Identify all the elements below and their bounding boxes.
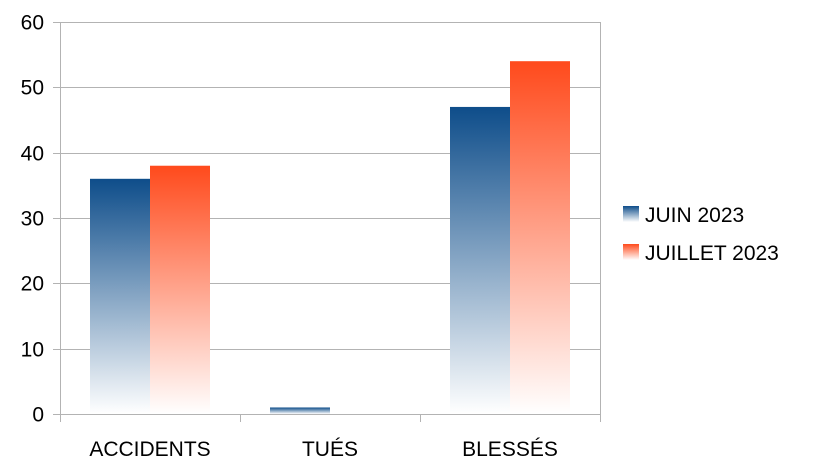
x-tick-label: TUÉS bbox=[302, 438, 358, 460]
bar-juin-0 bbox=[90, 178, 150, 414]
legend-swatch-juin bbox=[623, 206, 639, 222]
y-tick-label: 40 bbox=[21, 143, 44, 166]
y-tick-label: 10 bbox=[21, 339, 44, 362]
legend-swatch-juillet bbox=[623, 244, 639, 260]
x-tick-label: BLESSÉS bbox=[462, 438, 558, 460]
y-tick-labels: 0 10 20 30 40 50 60 bbox=[21, 12, 44, 427]
y-tick-label: 50 bbox=[21, 77, 44, 100]
x-tick-labels: ACCIDENTS TUÉS BLESSÉS bbox=[89, 438, 558, 460]
bar-juillet-2 bbox=[510, 61, 570, 414]
y-tick-label: 60 bbox=[21, 12, 44, 35]
bar-juin-1 bbox=[270, 407, 330, 414]
legend-label-juin: JUIN 2023 bbox=[645, 204, 744, 227]
bar-juillet-0 bbox=[150, 165, 210, 414]
y-tick-label: 30 bbox=[21, 208, 44, 231]
axes bbox=[53, 22, 601, 422]
x-tick-label: ACCIDENTS bbox=[89, 438, 210, 460]
legend: JUIN 2023 JUILLET 2023 bbox=[623, 204, 779, 265]
y-tick-label: 20 bbox=[21, 273, 44, 296]
y-tick-label: 0 bbox=[32, 404, 44, 427]
legend-label-juillet: JUILLET 2023 bbox=[645, 242, 779, 265]
bar-juin-2 bbox=[450, 106, 510, 414]
bars bbox=[90, 61, 570, 414]
